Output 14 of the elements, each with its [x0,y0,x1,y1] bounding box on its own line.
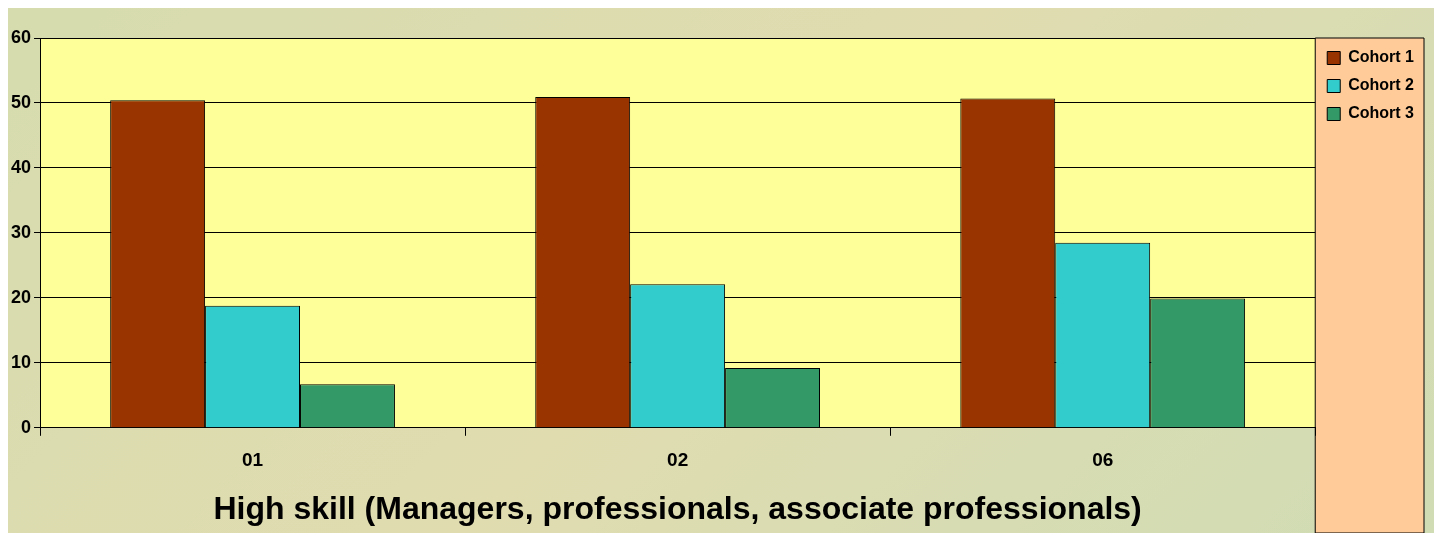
x-tick-label: 02 [667,449,689,471]
legend-label: Cohort 3 [1348,104,1415,122]
y-tick-label: 40 [10,156,32,177]
y-tick-label: 10 [10,351,32,372]
y-tick-label: 60 [10,26,32,47]
legend-label: Cohort 1 [1348,48,1415,66]
legend-label: Cohort 2 [1348,76,1415,94]
x-tick-label: 01 [241,449,264,471]
x-axis-title: High skill (Managers, professionals, associate professionals) [213,489,1142,526]
y-tick-label: 0 [21,416,32,437]
y-tick-label: 20 [10,286,32,307]
x-tick-label: 06 [1092,449,1114,471]
y-tick-label: 30 [10,221,32,242]
y-tick-label: 50 [10,91,32,112]
